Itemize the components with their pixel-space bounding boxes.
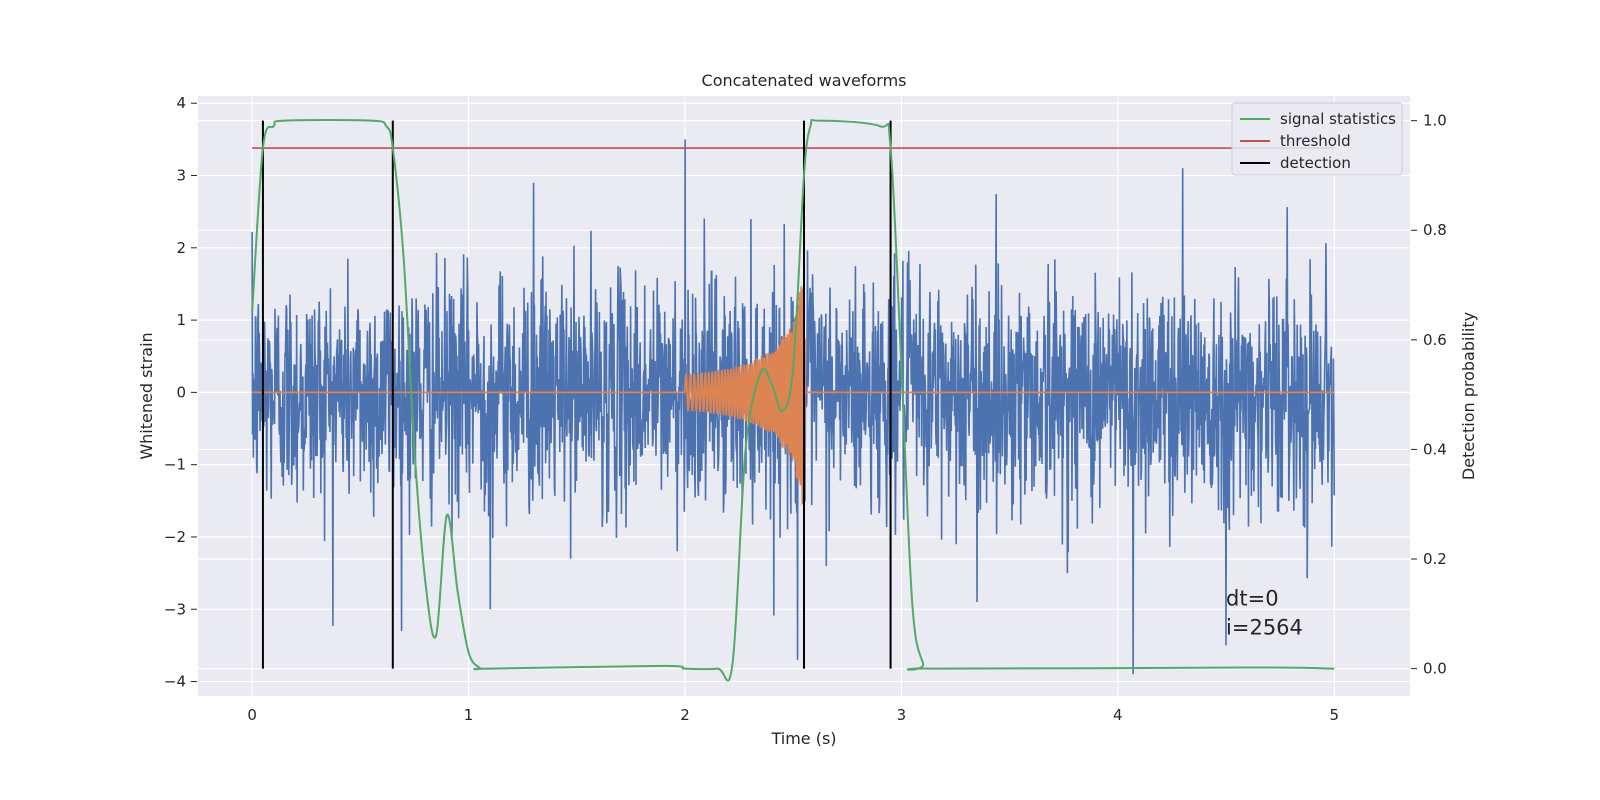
detection-series xyxy=(261,120,892,669)
y-tick-label: −4 xyxy=(164,673,186,691)
waveform-line xyxy=(252,286,1335,505)
annotation-dt: dt=0 xyxy=(1226,587,1279,611)
x-tick-label: 5 xyxy=(1329,706,1339,724)
y2-tick-label: 0.6 xyxy=(1423,331,1447,349)
y2-tick-label: 1.0 xyxy=(1423,112,1447,130)
legend-label-threshold: threshold xyxy=(1280,132,1351,150)
y-tick-label: −3 xyxy=(164,600,186,618)
signal-statistics-series xyxy=(251,118,1335,682)
signal-statistics-line xyxy=(251,118,1335,682)
y-axis-left: −4 −3 −2 −1 0 1 2 3 4 xyxy=(164,94,197,691)
y-tick-label: −2 xyxy=(164,528,186,546)
y-tick-label: 3 xyxy=(176,167,186,185)
y-tick-label: 4 xyxy=(176,94,186,112)
y2-tick-label: 0.4 xyxy=(1423,440,1447,458)
x-tick-label: 4 xyxy=(1113,706,1123,724)
y-axis-right: 0.0 0.2 0.4 0.6 0.8 1.0 xyxy=(1411,112,1447,678)
y2-tick-label: 0.8 xyxy=(1423,221,1447,239)
y2-axis-label: Detection probability xyxy=(1459,312,1478,480)
legend-label-detection: detection xyxy=(1280,154,1351,172)
x-tick-label: 1 xyxy=(464,706,474,724)
legend-label-signal-statistics: signal statistics xyxy=(1280,110,1396,128)
x-tick-label: 3 xyxy=(897,706,907,724)
chart-title: Concatenated waveforms xyxy=(702,71,907,90)
x-tick-label: 2 xyxy=(680,706,690,724)
y-tick-label: 2 xyxy=(176,239,186,257)
waveform-series xyxy=(252,286,1335,505)
legend: signal statistics threshold detection xyxy=(1231,102,1403,176)
legend-box xyxy=(1231,102,1403,176)
y-tick-label: 1 xyxy=(176,311,186,329)
y-tick-label: 0 xyxy=(176,383,186,401)
y2-tick-label: 0.0 xyxy=(1423,660,1447,678)
x-tick-label: 0 xyxy=(247,706,257,724)
y-axis-label: Whitened strain xyxy=(137,332,156,459)
y2-tick-label: 0.2 xyxy=(1423,550,1447,568)
y-tick-label: −1 xyxy=(164,456,186,474)
x-axis: 0 1 2 3 4 5 xyxy=(247,706,1339,724)
x-axis-label: Time (s) xyxy=(770,729,836,748)
annotation-index: i=2564 xyxy=(1226,616,1303,640)
